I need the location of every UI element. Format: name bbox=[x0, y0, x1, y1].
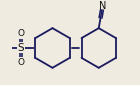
Text: O: O bbox=[17, 58, 24, 67]
Text: S: S bbox=[18, 43, 24, 53]
Text: N: N bbox=[99, 1, 106, 11]
Text: O: O bbox=[17, 29, 24, 38]
